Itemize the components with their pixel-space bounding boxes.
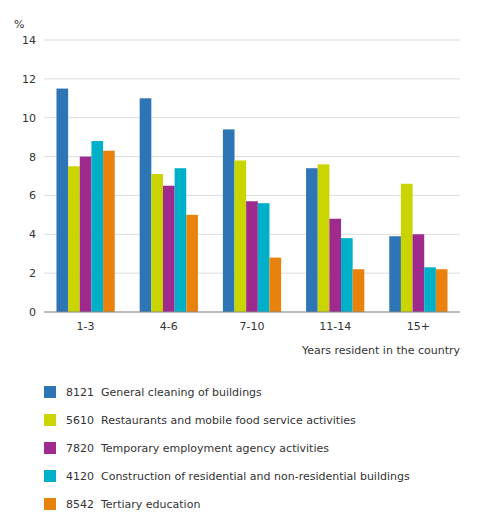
legend-swatch [44, 414, 56, 426]
bar [269, 258, 281, 312]
legend-label: 4120 Construction of residential and non… [66, 470, 410, 483]
y-tick-label: 12 [22, 73, 36, 86]
legend-label: 5610 Restaurants and mobile food service… [66, 414, 356, 427]
legend-label: 8121 General cleaning of buildings [66, 386, 262, 399]
bar [341, 238, 353, 312]
y-tick-label: 6 [29, 189, 36, 202]
bar [413, 234, 425, 312]
bar [353, 269, 365, 312]
y-tick-label: 2 [29, 267, 36, 280]
grid-line [44, 312, 460, 313]
bar [56, 89, 68, 312]
bar [246, 201, 258, 312]
x-tick-label: 11-14 [319, 320, 351, 333]
y-axis-label: % [14, 18, 24, 31]
legend-swatch [44, 498, 56, 510]
bar [436, 269, 448, 312]
y-tick-label: 4 [29, 228, 36, 241]
y-grid [44, 40, 460, 312]
bars [56, 89, 447, 312]
y-tick-label: 14 [22, 34, 36, 47]
legend-label: 8542 Tertiary education [66, 498, 200, 511]
legend: 8121 General cleaning of buildings 5610 R… [44, 386, 410, 511]
y-tick-label: 8 [29, 151, 36, 164]
bar [389, 236, 401, 312]
bar [80, 157, 92, 312]
bar [186, 215, 198, 312]
grid-line [44, 40, 460, 41]
x-tick-label: 15+ [407, 320, 430, 333]
x-axis-label: Years resident in the country [301, 344, 461, 357]
x-axis-line [44, 312, 460, 313]
bar [235, 160, 247, 312]
y-tick-label: 10 [22, 112, 36, 125]
grid-line [44, 78, 460, 79]
bar [140, 98, 152, 312]
legend-swatch [44, 470, 56, 482]
grid-line [44, 117, 460, 118]
bar [306, 168, 318, 312]
bar [151, 174, 163, 312]
x-tick-label: 4-6 [160, 320, 178, 333]
x-tick-label: 1-3 [77, 320, 95, 333]
bar [223, 129, 235, 312]
legend-label: 7820 Temporary employment agency activit… [66, 442, 329, 455]
y-tick-label: 0 [29, 306, 36, 319]
bar [424, 267, 436, 312]
chart: 0 2 4 6 8 10 12 14 1-3 4-6 7-10 11-14 15+% Years resi… [0, 0, 480, 532]
bar [401, 184, 413, 312]
bar [329, 219, 341, 312]
legend-swatch [44, 386, 56, 398]
legend-swatch [44, 442, 56, 454]
bar [163, 186, 175, 312]
bar [103, 151, 115, 312]
bar [68, 166, 80, 312]
bar [258, 203, 270, 312]
bar [91, 141, 103, 312]
x-tick-label: 7-10 [240, 320, 265, 333]
bar [175, 168, 187, 312]
bar [318, 164, 330, 312]
